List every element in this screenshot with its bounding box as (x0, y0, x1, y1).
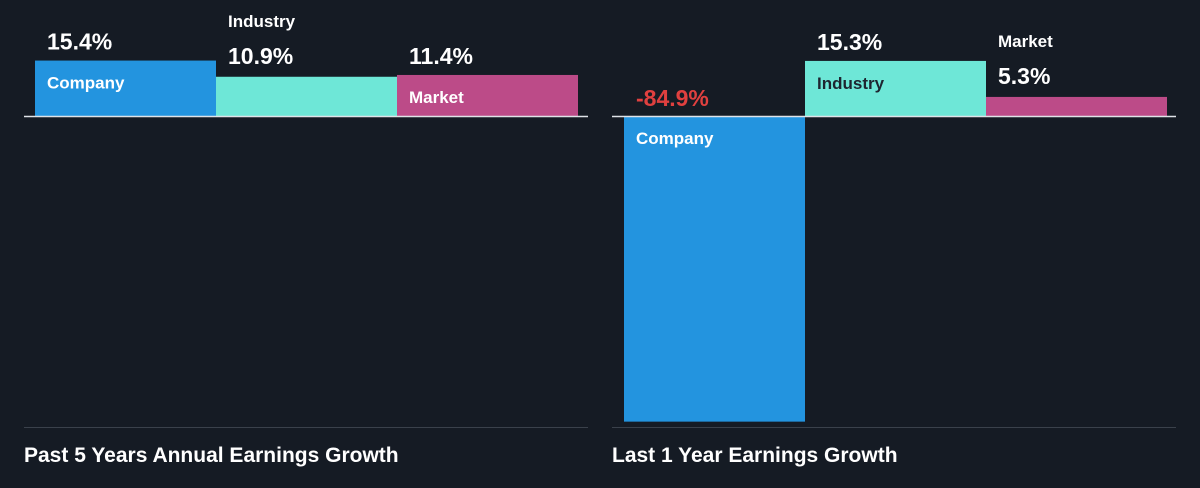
bar-company (35, 60, 216, 116)
bar-company (624, 116, 805, 422)
bar-market (986, 96, 1167, 116)
bar-industry (805, 60, 986, 116)
value-label-company: -84.9% (636, 85, 709, 111)
category-label-market: Market (998, 32, 1053, 51)
value-label-industry: 10.9% (228, 43, 293, 69)
value-label-industry: 15.3% (817, 29, 882, 55)
bar-market (397, 74, 578, 116)
category-label-market: Market (409, 88, 464, 107)
bar-industry (216, 76, 397, 116)
value-label-company: 15.4% (47, 29, 112, 55)
category-label-company: Company (636, 129, 714, 148)
category-label-industry: Industry (817, 74, 885, 93)
value-label-market: 11.4% (409, 43, 473, 69)
category-label-company: Company (47, 74, 125, 93)
value-label-market: 5.3% (998, 63, 1050, 89)
panel-title-past-5-years: Past 5 Years Annual Earnings Growth (24, 444, 399, 467)
category-label-industry: Industry (228, 12, 296, 31)
panel-title-last-1-year: Last 1 Year Earnings Growth (612, 444, 898, 467)
